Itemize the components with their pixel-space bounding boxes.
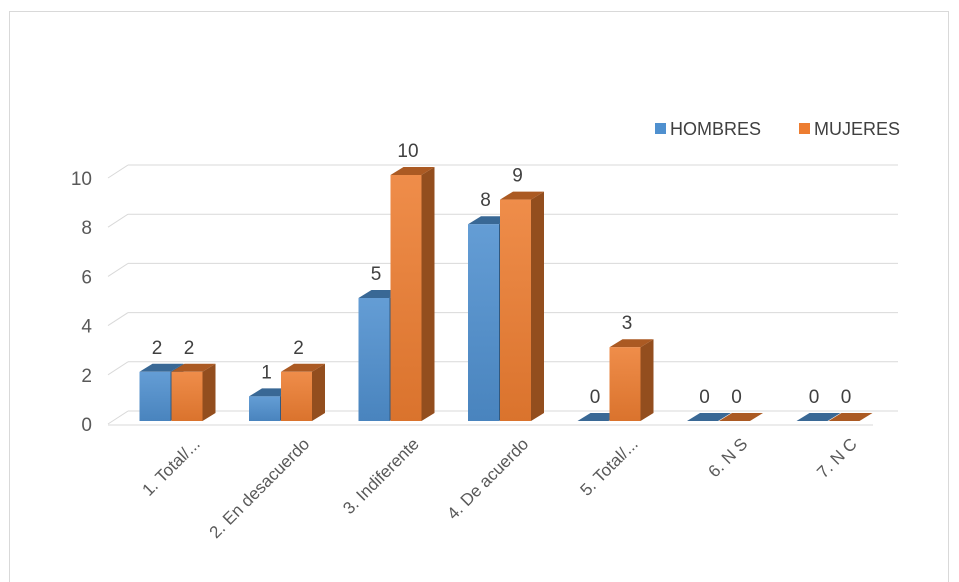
data-label-hombres-5: 0: [590, 387, 601, 408]
legend-item-hombres: HOMBRES: [655, 119, 761, 139]
data-label-mujeres-1: 2: [184, 338, 195, 359]
category-label: 1. Total/...: [138, 434, 203, 499]
legend: HOMBRES MUJERES: [655, 119, 900, 139]
bar-mujeres-2: [281, 363, 325, 421]
category-label: 7. N C: [813, 434, 861, 482]
data-label-mujeres-7: 0: [841, 387, 852, 408]
data-label-hombres-3: 5: [371, 264, 382, 285]
bar-mujeres-4: [500, 191, 544, 421]
y-axis-ticks: 0 2 4 6 8 10: [71, 169, 93, 436]
category-label: 5. Total/...: [576, 434, 641, 499]
data-label-mujeres-4: 9: [512, 166, 523, 187]
category-label: 2. En desacuerdo: [206, 434, 314, 542]
bar-mujeres-7: [828, 413, 873, 421]
data-label-hombres-4: 8: [480, 190, 491, 211]
legend-label: HOMBRES: [670, 119, 761, 139]
data-label-mujeres-3: 10: [397, 141, 418, 162]
data-label-hombres-7: 0: [809, 387, 820, 408]
legend-swatch: [655, 123, 666, 134]
gridline-depth: [107, 361, 129, 376]
gridline-depth: [107, 262, 129, 277]
legend-item-mujeres: MUJERES: [799, 119, 900, 139]
y-tick-label: 6: [81, 267, 92, 288]
y-tick-label: 0: [81, 415, 92, 436]
data-label-hombres-2: 1: [261, 362, 272, 383]
data-label-mujeres-2: 2: [293, 338, 304, 359]
bar-mujeres-1: [171, 363, 216, 421]
legend-label: MUJERES: [814, 119, 900, 139]
bar-hombres-6: [687, 413, 731, 421]
gridline-depth: [107, 164, 129, 179]
y-tick-label: 10: [71, 169, 92, 190]
y-tick-label: 4: [81, 317, 92, 338]
data-label-mujeres-6: 0: [731, 387, 742, 408]
category-labels: 1. Total/... 2. En desacuerdo 3. Indiferen…: [138, 434, 860, 542]
bars: [139, 167, 873, 421]
category-label: 4. De acuerdo: [443, 434, 532, 523]
data-label-hombres-6: 0: [699, 387, 710, 408]
y-tick-label: 8: [81, 218, 92, 239]
bar-hombres-7: [796, 413, 841, 421]
gridline-depth: [107, 312, 129, 327]
bar-mujeres-3: [390, 167, 435, 421]
bar-mujeres-5: [609, 339, 654, 421]
gridline-depth: [107, 410, 129, 425]
data-label-hombres-1: 2: [152, 338, 163, 359]
category-label: 6. N S: [704, 434, 751, 481]
gridline-depth: [107, 213, 129, 228]
legend-swatch: [799, 123, 810, 134]
chart-frame: [9, 11, 949, 582]
category-label: 3. Indiferente: [339, 434, 423, 518]
data-label-mujeres-5: 3: [622, 313, 633, 334]
y-tick-label: 2: [81, 366, 92, 387]
bar-mujeres-6: [719, 413, 763, 421]
